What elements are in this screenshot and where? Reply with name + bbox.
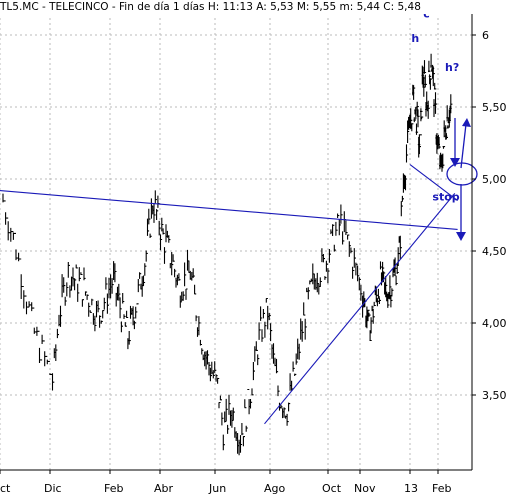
- x-tick-label-3: Abr: [154, 482, 174, 495]
- y-tick-label-1: 5,50: [482, 101, 507, 114]
- annotation-h-2: h?: [445, 61, 459, 74]
- trendline-1: [264, 193, 456, 425]
- x-tick-label-6: Oct: [322, 482, 342, 495]
- arrow-up-head: [462, 118, 471, 127]
- x-tick-label-7: Nov: [354, 482, 376, 495]
- y-tick-label-2: 5,00: [482, 173, 507, 186]
- x-tick-label-9: Feb: [432, 482, 451, 495]
- annotation-h-0: h: [411, 32, 419, 45]
- y-tick-label-4: 4,00: [482, 317, 507, 330]
- y-tick-label-0: 6: [482, 29, 489, 42]
- annotation-stop-3: stop: [432, 191, 459, 204]
- y-tick-label-5: 3,50: [482, 389, 507, 402]
- header-bg: [0, 0, 508, 14]
- x-tick-label-8: 13: [404, 482, 418, 495]
- trendline-2: [409, 164, 458, 202]
- y-tick-label-3: 4,50: [482, 245, 507, 258]
- x-tick-label-4: Jun: [208, 482, 226, 495]
- trend-layer: [0, 164, 458, 425]
- arrow-up: [460, 123, 467, 169]
- annotation-c-1: c: [423, 8, 430, 21]
- x-tick-label-2: Feb: [104, 482, 123, 495]
- axis-layer: 6 5,50 5,00 4,50 4,00 3,50 ct Dic Feb Abr Jun Ago Oc…: [0, 14, 507, 495]
- x-tick-label-0: ct: [0, 482, 11, 495]
- grid-layer: [0, 18, 472, 470]
- x-tick-label-1: Dic: [44, 482, 62, 495]
- x-tick-label-5: Ago: [264, 482, 286, 495]
- marker-layer: hc h? stop: [411, 8, 478, 241]
- arrow-down-lower-head: [456, 232, 466, 241]
- trendline-0: [0, 189, 458, 230]
- arrow-down-upper-head: [450, 158, 460, 167]
- chart-header: TL5.MC - TELECINCO - Fin de día 1 días H…: [0, 1, 421, 13]
